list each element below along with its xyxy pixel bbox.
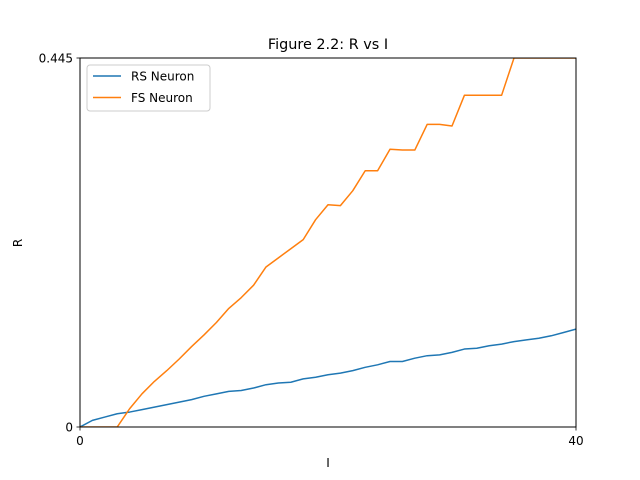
y-tick-label: 0.445 xyxy=(39,52,73,66)
y-tick-label: 0 xyxy=(65,421,73,435)
x-tick-label: 0 xyxy=(76,434,84,448)
legend-label: FS Neuron xyxy=(131,91,193,105)
x-axis-label: I xyxy=(326,456,330,470)
series-group xyxy=(80,58,576,427)
y-axis-label: R xyxy=(11,239,25,247)
chart-title: Figure 2.2: R vs I xyxy=(268,37,388,53)
legend: RS Neuron FS Neuron xyxy=(86,64,211,112)
series-line-rs-neuron xyxy=(80,328,576,427)
x-tick-label: 40 xyxy=(568,434,583,448)
plot-area xyxy=(79,57,577,428)
legend-label: RS Neuron xyxy=(131,70,194,84)
ticks-group: 0 40 0 0.445 xyxy=(39,52,584,449)
plot-background xyxy=(80,58,576,427)
plot-frame xyxy=(79,57,577,428)
series-line-fs-neuron xyxy=(80,58,576,427)
legend-items: RS Neuron FS Neuron xyxy=(93,70,194,105)
